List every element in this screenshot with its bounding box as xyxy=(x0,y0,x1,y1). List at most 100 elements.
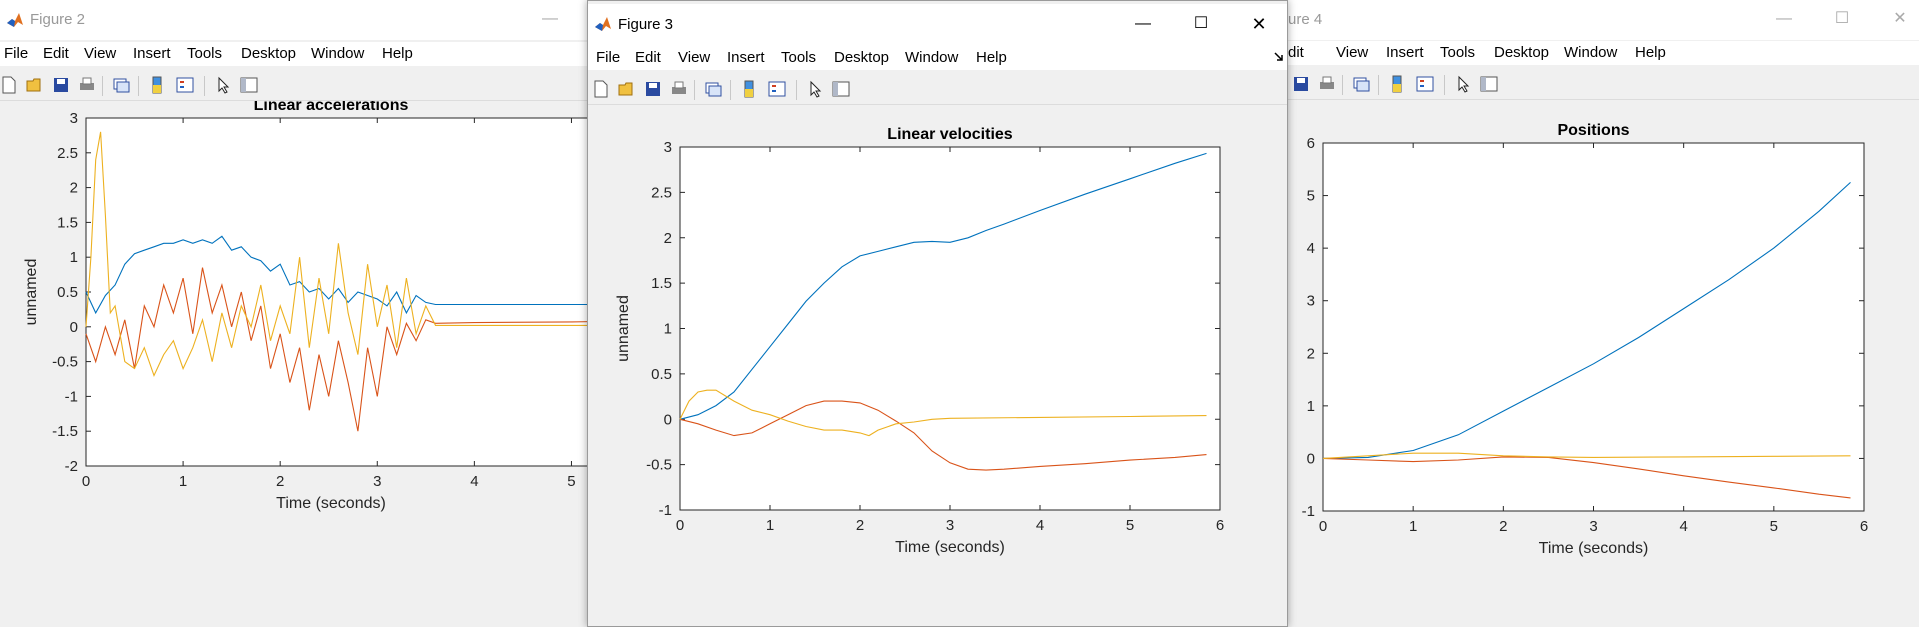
y-tick-label: 5 xyxy=(1307,188,1315,205)
menu-insert[interactable]: Insert xyxy=(1386,44,1424,61)
menu-file[interactable]: File xyxy=(4,45,29,62)
print-icon[interactable] xyxy=(670,80,688,98)
link-plot-icon[interactable] xyxy=(112,76,130,94)
menu-edit[interactable]: Edit xyxy=(635,49,661,66)
property-inspector-icon[interactable] xyxy=(832,80,850,98)
velocity-chart[interactable]: 0 1 2 3 4 5 6 3 2.5 2 1.5 1 0.5 0 -0.5 -1 Linear velocit… xyxy=(588,105,1287,626)
print-icon[interactable] xyxy=(78,76,96,94)
save-icon[interactable] xyxy=(52,76,70,94)
menu-window[interactable]: Window xyxy=(905,49,959,66)
legend-icon[interactable] xyxy=(176,76,194,94)
menu-edit[interactable]: Edit xyxy=(43,45,69,62)
figure3-titlebar[interactable]: Figure 3 — ☐ ✕ xyxy=(588,4,1287,46)
y-tick-label: -1 xyxy=(659,502,672,519)
new-figure-icon[interactable] xyxy=(0,76,18,94)
menu-tools[interactable]: Tools xyxy=(187,45,223,62)
menu-window[interactable]: Window xyxy=(311,45,365,62)
x-tick-label: 2 xyxy=(856,517,864,534)
maximize-icon[interactable]: ☐ xyxy=(1834,10,1850,27)
y-tick-label: 1 xyxy=(1307,398,1315,415)
y-tick-label: 6 xyxy=(1307,135,1315,152)
menu-desktop[interactable]: Desktop xyxy=(834,49,890,66)
menu-help[interactable]: Help xyxy=(1635,44,1666,61)
property-inspector-icon[interactable] xyxy=(1480,75,1498,93)
colorbar-icon[interactable] xyxy=(740,80,758,98)
x-tick-label: 5 xyxy=(1126,517,1134,534)
x-tick-label: 6 xyxy=(1216,517,1224,534)
y-axis-label: unnamed xyxy=(615,295,632,362)
open-file-icon[interactable] xyxy=(618,80,636,98)
x-tick-label: 3 xyxy=(1589,518,1597,535)
plot-axes-box xyxy=(1322,142,1865,512)
pointer-icon[interactable] xyxy=(1454,75,1472,93)
print-icon[interactable] xyxy=(1318,75,1336,93)
menu-desktop[interactable]: Desktop xyxy=(1494,44,1550,61)
figure2-window: Figure 2 — File Edit View Insert Tools D… xyxy=(0,0,590,627)
colorbar-icon[interactable] xyxy=(148,76,166,94)
minimize-icon[interactable]: — xyxy=(1135,15,1151,32)
figure3-toolbar xyxy=(588,74,1287,105)
close-icon[interactable]: ✕ xyxy=(1893,10,1907,27)
pointer-icon[interactable] xyxy=(214,76,232,94)
menu-help[interactable]: Help xyxy=(382,45,413,62)
figure4-menubar: dit View Insert Tools Desktop Window Hel… xyxy=(1288,41,1919,65)
figure2-window-title: Figure 2 xyxy=(30,11,86,28)
y-tick-label: 3 xyxy=(664,139,672,156)
y-tick-label: 2.5 xyxy=(57,145,78,162)
y-tick-label: 1.5 xyxy=(57,214,78,231)
y-tick-label: -0.5 xyxy=(52,354,78,371)
y-tick-label: 1 xyxy=(70,249,78,266)
open-file-icon[interactable] xyxy=(26,76,44,94)
series-line-3 xyxy=(85,131,590,377)
colorbar-icon[interactable] xyxy=(1388,75,1406,93)
plot-axes-box xyxy=(679,146,1221,511)
pointer-icon[interactable] xyxy=(806,80,824,98)
save-icon[interactable] xyxy=(1292,75,1310,93)
menu-tools[interactable]: Tools xyxy=(1440,44,1476,61)
legend-icon[interactable] xyxy=(1416,75,1434,93)
link-plot-icon[interactable] xyxy=(1352,75,1370,93)
legend-icon[interactable] xyxy=(768,80,786,98)
property-inspector-icon[interactable] xyxy=(240,76,258,94)
menu-view[interactable]: View xyxy=(84,45,117,62)
y-tick-label: 4 xyxy=(1307,240,1315,257)
dock-arrow-icon[interactable] xyxy=(1274,52,1284,62)
new-figure-icon[interactable] xyxy=(592,80,610,98)
toolbar-separator xyxy=(204,76,205,96)
figure4-titlebar[interactable]: ure 4 — ☐ ✕ xyxy=(1288,0,1919,40)
toolbar-separator xyxy=(796,80,797,100)
figure4-toolbar xyxy=(1288,69,1919,100)
acceleration-chart[interactable]: 0 1 2 3 4 5 3 2.5 2 1.5 1 0.5 0 -0.5 -1 -1.5 -2 Linear ac… xyxy=(0,101,590,627)
menu-tools[interactable]: Tools xyxy=(781,49,817,66)
x-tick-label: 2 xyxy=(276,473,284,490)
figure3-window-title: Figure 3 xyxy=(618,16,674,33)
menu-insert[interactable]: Insert xyxy=(727,49,765,66)
menu-help[interactable]: Help xyxy=(976,49,1007,66)
save-icon[interactable] xyxy=(644,80,662,98)
menu-view[interactable]: View xyxy=(1336,44,1369,61)
series-line-2 xyxy=(85,267,590,432)
maximize-icon[interactable]: ☐ xyxy=(1193,15,1209,32)
plot-title: Linear velocities xyxy=(887,126,1012,143)
y-tick-label: 2 xyxy=(1307,345,1315,362)
figure2-titlebar[interactable]: Figure 2 — xyxy=(0,0,590,40)
y-tick-label: -2 xyxy=(65,458,78,475)
x-tick-label: 1 xyxy=(1409,518,1417,535)
menu-insert[interactable]: Insert xyxy=(133,45,171,62)
minimize-icon[interactable]: — xyxy=(1776,10,1792,27)
y-tick-label: 2 xyxy=(70,180,78,197)
x-tick-label: 4 xyxy=(1679,518,1687,535)
minimize-icon[interactable]: — xyxy=(542,10,558,27)
menu-view[interactable]: View xyxy=(678,49,711,66)
x-tick-label: 1 xyxy=(179,473,187,490)
menu-desktop[interactable]: Desktop xyxy=(241,45,297,62)
toolbar-separator xyxy=(1378,75,1379,95)
close-icon[interactable]: ✕ xyxy=(1251,14,1267,34)
figure3-menubar: File Edit View Insert Tools Desktop Wind… xyxy=(588,46,1287,70)
y-axis-label: unnamed xyxy=(23,259,40,326)
menu-window[interactable]: Window xyxy=(1564,44,1618,61)
menu-file[interactable]: File xyxy=(596,49,621,66)
menu-edit[interactable]: dit xyxy=(1288,44,1304,61)
link-plot-icon[interactable] xyxy=(704,80,722,98)
